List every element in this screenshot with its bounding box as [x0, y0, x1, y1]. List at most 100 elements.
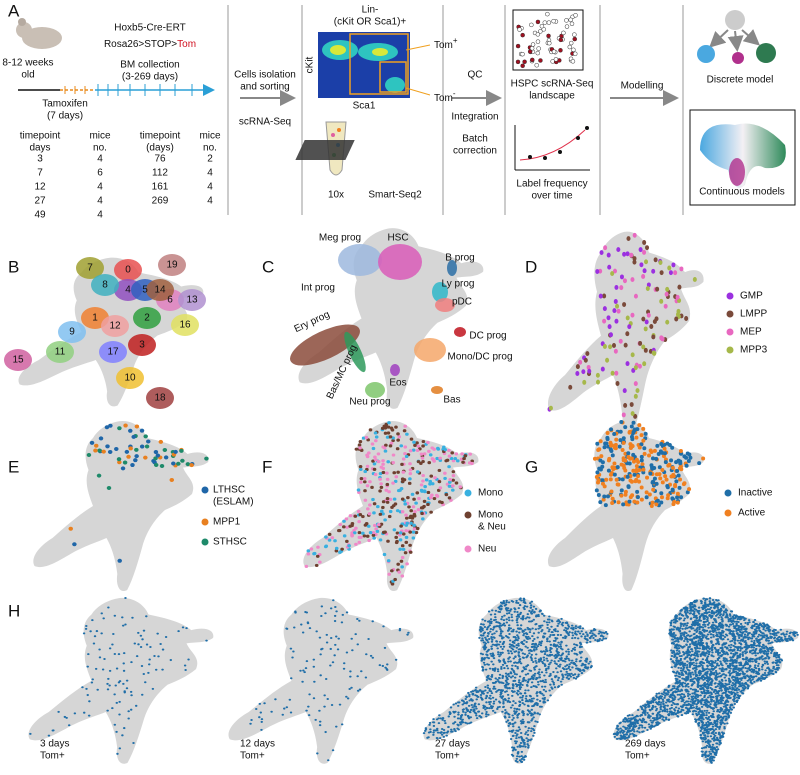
cell-dot [704, 624, 706, 626]
cell-dot [518, 756, 520, 758]
cell-dot [505, 686, 507, 688]
cell-dot [535, 623, 537, 625]
cell-dot [471, 704, 473, 706]
cell-dot [767, 651, 769, 653]
cell-dot [613, 473, 617, 477]
cell-dot [83, 632, 85, 634]
cell-dot [547, 699, 549, 701]
cell-dot [745, 649, 747, 651]
cell-dot [438, 500, 442, 503]
cell-dot [671, 704, 673, 706]
cell-dot [553, 645, 555, 647]
cell-dot [274, 698, 276, 700]
cell-dot [493, 627, 495, 629]
cell-dot [515, 639, 517, 641]
cell-dot [394, 475, 398, 478]
cell-dot [626, 251, 630, 256]
cell-dot [549, 684, 551, 686]
cell-dot [630, 402, 634, 407]
cell-dot [677, 698, 679, 700]
cell-dot [517, 662, 519, 664]
cell-dot [750, 682, 752, 684]
cell-dot [619, 339, 623, 344]
cell-dot [623, 403, 627, 408]
cell-dot [495, 699, 497, 701]
cell-dot [443, 472, 447, 475]
cell-dot [631, 352, 635, 357]
cell-dot [738, 689, 740, 691]
cell-dot [326, 634, 328, 636]
cell-dot [767, 663, 769, 665]
cell-dot [664, 695, 666, 697]
cell-dot [659, 491, 663, 495]
cell-dot [307, 621, 309, 623]
cell-dot [564, 18, 568, 22]
cell-dot [632, 260, 636, 265]
cell-dot [674, 479, 678, 483]
cell-dot [698, 619, 700, 621]
cell-dot [673, 270, 677, 275]
cell-dot [513, 691, 515, 693]
cell-dot [349, 514, 353, 517]
cell-dot [430, 493, 434, 496]
cell-dot [579, 660, 581, 662]
cell-dot [123, 690, 125, 692]
cell-dot [421, 444, 425, 447]
cell-dot [490, 637, 492, 639]
cell-dot [726, 647, 728, 649]
cell-dot [508, 633, 510, 635]
cell-dot [487, 633, 489, 635]
cell-dot [559, 643, 561, 645]
cell-dot [406, 496, 410, 499]
cell-dot [611, 497, 615, 501]
cell-dot [526, 684, 528, 686]
cell-dot [514, 665, 516, 667]
cell-dot [551, 619, 553, 621]
cell-dot [507, 667, 509, 669]
cell-dot [547, 21, 551, 25]
cell-dot [630, 313, 634, 318]
cell-dot [711, 738, 713, 740]
cell-dot [504, 715, 506, 717]
cell-dot [94, 444, 99, 448]
cell-dot [609, 332, 613, 337]
cell-dot [508, 722, 510, 724]
cell-dot [614, 349, 618, 354]
cell-dot [624, 490, 628, 494]
cell-dot [533, 675, 535, 677]
umap-panels [4, 228, 799, 764]
cell-dot [697, 461, 701, 465]
cell-dot [700, 728, 702, 730]
cell-dot [516, 730, 518, 732]
cell-dot [704, 609, 706, 611]
cell-dot [143, 434, 148, 438]
cell-dot [521, 33, 525, 37]
cell-dot [699, 653, 701, 655]
cell-dot [504, 625, 506, 627]
cell-dot [121, 466, 126, 470]
cell-dot [332, 599, 334, 601]
cell-dot [712, 744, 714, 746]
cell-dot [318, 710, 320, 712]
cell-dot [425, 727, 427, 729]
cell-dot [559, 664, 561, 666]
cell-dot [529, 637, 531, 639]
cell-dot [136, 655, 138, 657]
cell-dot [554, 628, 556, 630]
cell-dot [536, 637, 538, 639]
cell-dot [706, 645, 708, 647]
cell-dot [512, 601, 514, 603]
cell-dot [524, 680, 526, 682]
cell-dot [525, 656, 527, 658]
cell-dot [513, 657, 515, 659]
cell-dot [695, 710, 697, 712]
cell-dot [616, 738, 618, 740]
cell-dot [109, 647, 111, 649]
cell-dot [108, 450, 113, 454]
cell-dot [757, 665, 759, 667]
cell-dot [498, 625, 500, 627]
cell-dot [390, 506, 394, 509]
cell-dot [750, 646, 752, 648]
cell-dot [642, 705, 644, 707]
cell-dot [83, 712, 85, 714]
